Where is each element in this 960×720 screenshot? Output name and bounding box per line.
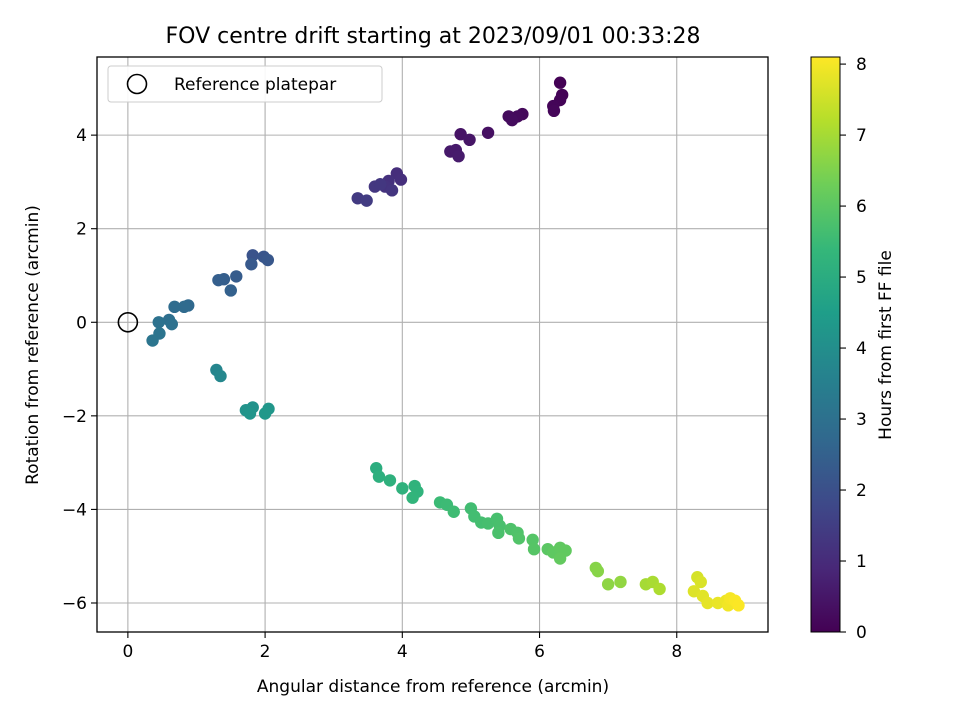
data-point bbox=[452, 149, 465, 163]
data-point bbox=[165, 317, 178, 331]
data-points bbox=[146, 76, 745, 612]
data-point bbox=[385, 184, 399, 197]
y-tick-label: 0 bbox=[76, 313, 87, 333]
data-point bbox=[230, 270, 243, 283]
data-point bbox=[481, 126, 495, 139]
colorbar-tick-label: 7 bbox=[856, 126, 867, 146]
colorbar-tick-label: 2 bbox=[856, 481, 867, 501]
data-point bbox=[212, 273, 225, 287]
data-point bbox=[732, 599, 745, 612]
plot-frame bbox=[96, 56, 769, 633]
data-point bbox=[447, 505, 460, 518]
colorbar-gradient bbox=[810, 56, 841, 633]
data-point bbox=[406, 491, 419, 504]
grid-lines bbox=[97, 57, 768, 632]
colorbar-tick-label: 5 bbox=[856, 268, 867, 288]
data-point bbox=[146, 334, 159, 347]
y-tick-label: −2 bbox=[62, 407, 87, 427]
data-point bbox=[224, 284, 237, 297]
data-point bbox=[177, 300, 191, 314]
colorbar-tick-label: 6 bbox=[856, 197, 867, 217]
legend-label: Reference platepar bbox=[174, 75, 336, 95]
colorbar-ticks: 0 1 2 3 4 5 6 7 8 bbox=[840, 55, 867, 643]
legend: Reference platepar bbox=[107, 65, 383, 103]
data-point bbox=[694, 575, 707, 589]
data-point bbox=[512, 532, 526, 545]
y-tick-label: −4 bbox=[62, 500, 87, 520]
x-axis-ticks: 0 2 4 6 8 bbox=[122, 632, 682, 662]
data-point bbox=[396, 482, 409, 495]
colorbar-tick-label: 1 bbox=[856, 552, 867, 572]
x-tick-label: 6 bbox=[534, 642, 545, 662]
data-point bbox=[505, 113, 519, 127]
x-tick-label: 8 bbox=[671, 642, 682, 662]
colorbar-label: Hours from first FF file bbox=[876, 250, 896, 440]
data-point bbox=[526, 533, 539, 547]
legend-box bbox=[107, 65, 383, 103]
colorbar-tick-label: 4 bbox=[856, 339, 867, 359]
data-point bbox=[374, 178, 387, 191]
data-point bbox=[243, 407, 257, 420]
data-point bbox=[214, 369, 227, 383]
plot-area bbox=[97, 57, 768, 632]
colorbar: 0 1 2 3 4 5 6 7 8 Hours from first FF file bbox=[810, 55, 896, 643]
data-point bbox=[553, 76, 567, 89]
data-point bbox=[372, 470, 386, 483]
y-tick-label: −6 bbox=[62, 594, 87, 614]
data-point bbox=[653, 582, 666, 596]
data-point bbox=[492, 526, 505, 540]
x-tick-label: 0 bbox=[122, 642, 133, 662]
x-axis-label: Angular distance from reference (arcmin) bbox=[257, 677, 609, 697]
data-point bbox=[463, 133, 476, 147]
legend-marker bbox=[126, 73, 148, 95]
data-point bbox=[701, 596, 714, 610]
data-point bbox=[383, 474, 397, 487]
colorbar-tick-label: 0 bbox=[856, 623, 867, 643]
y-tick-label: 2 bbox=[76, 220, 87, 240]
data-point bbox=[614, 575, 627, 589]
colorbar-tick-label: 3 bbox=[856, 410, 867, 430]
data-point bbox=[261, 253, 275, 267]
x-tick-label: 2 bbox=[260, 642, 271, 662]
data-point bbox=[527, 542, 541, 556]
y-axis-label: Rotation from reference (arcmin) bbox=[23, 205, 43, 485]
colorbar-tick-label: 8 bbox=[856, 55, 867, 75]
data-point bbox=[454, 127, 467, 141]
data-point bbox=[394, 173, 408, 186]
data-point bbox=[601, 578, 615, 591]
data-point bbox=[547, 104, 561, 118]
data-point bbox=[168, 300, 181, 314]
chart-title: FOV centre drift starting at 2023/09/01 … bbox=[166, 24, 701, 49]
data-point bbox=[591, 564, 605, 578]
x-tick-label: 4 bbox=[397, 642, 408, 662]
data-point bbox=[360, 194, 373, 207]
data-point bbox=[258, 407, 272, 420]
data-point bbox=[245, 258, 258, 271]
data-point bbox=[152, 316, 165, 329]
y-tick-label: 4 bbox=[76, 126, 87, 146]
reference-platepar-marker bbox=[117, 311, 139, 333]
y-axis-ticks: −6 −4 −2 0 2 4 bbox=[62, 126, 97, 614]
data-point bbox=[553, 552, 567, 565]
